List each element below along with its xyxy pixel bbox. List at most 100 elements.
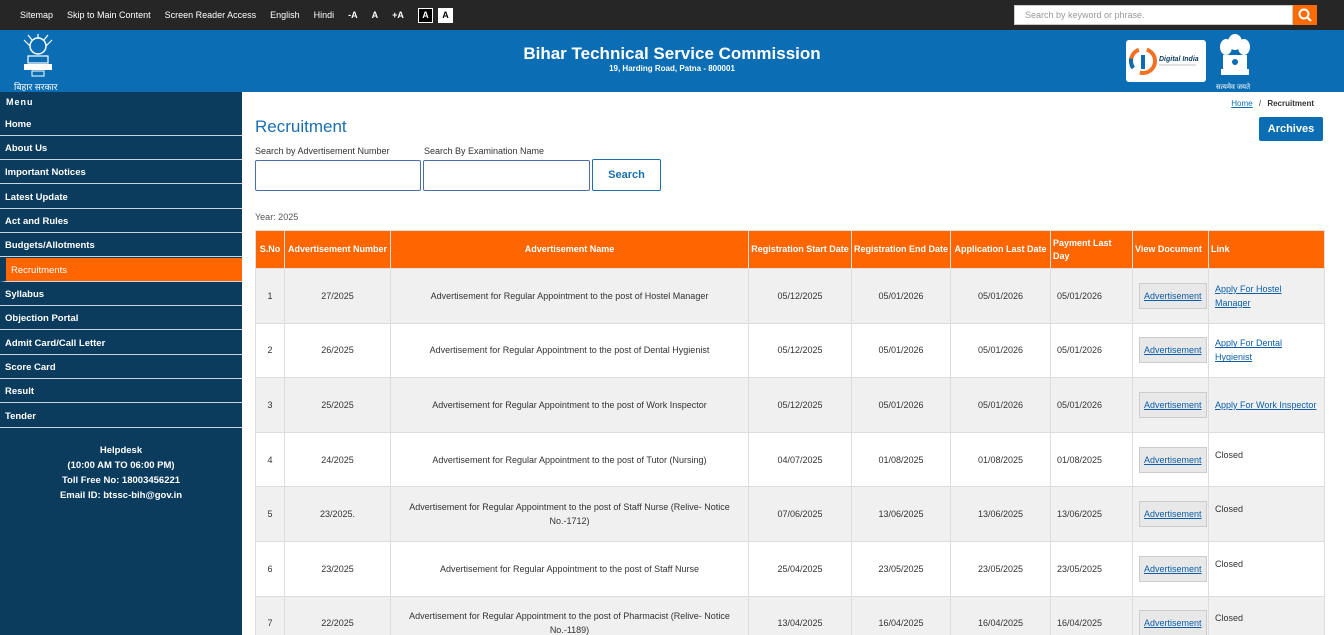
advertisement-number-input[interactable] — [255, 160, 421, 191]
font-normal-button[interactable]: A — [371, 10, 379, 20]
dark-contrast-button[interactable]: A — [417, 7, 433, 23]
site-header: बिहार सरकार Bihar Technical Service Comm… — [0, 30, 1344, 92]
view-advertisement-button[interactable]: Advertisement — [1139, 446, 1207, 473]
apply-link[interactable]: Apply For Hostel Manager — [1215, 283, 1282, 308]
cell-view-doc: Advertisement — [1132, 540, 1209, 597]
cell-view-doc: Advertisement — [1132, 268, 1209, 324]
apply-link[interactable]: Apply For Dental Hygienist — [1215, 338, 1283, 363]
cell-adv-number: 26/2025 — [284, 322, 391, 379]
view-advertisement-button[interactable]: Advertisement — [1139, 282, 1207, 309]
top-bar: Sitemap Skip to Main Content Screen Read… — [0, 0, 1344, 30]
view-advertisement-button[interactable]: Advertisement — [1139, 555, 1207, 582]
closed-status: Closed — [1215, 449, 1244, 460]
table-row: 3 25/2025 Advertisement for Regular Appoin… — [255, 377, 1325, 433]
cell-pay-last: 13/06/2025 — [1050, 486, 1133, 542]
cell-adv-number: 27/2025 — [284, 268, 391, 324]
helpdesk-info: Helpdesk (10:00 AM TO 06:00 PM) Toll Fre… — [0, 443, 242, 503]
apply-link[interactable]: Apply For Work Inspector — [1215, 399, 1317, 410]
cell-adv-name: Advertisement for Regular Appointment to… — [390, 595, 749, 635]
sitemap-link[interactable]: Sitemap — [20, 10, 54, 20]
sidebar-item-result[interactable]: Result — [0, 379, 242, 403]
cell-adv-number: 23/2025. — [284, 486, 391, 542]
font-decrease-button[interactable]: -A — [348, 10, 358, 20]
sidebar-item-syllabus[interactable]: Syllabus — [0, 282, 242, 306]
site-title: Bihar Technical Service Commission — [523, 44, 821, 63]
search-adv-label: Search by Advertisement Number — [255, 146, 390, 156]
sidebar-item-recruitments[interactable]: Recruitments — [0, 258, 242, 282]
sidebar-item-objection-portal[interactable]: Objection Portal — [0, 306, 242, 330]
hindi-link[interactable]: Hindi — [313, 10, 335, 20]
cell-adv-number: 23/2025 — [284, 540, 391, 597]
skip-to-main-link[interactable]: Skip to Main Content — [67, 10, 151, 20]
light-contrast-button[interactable]: A — [437, 7, 453, 23]
cell-view-doc: Advertisement — [1132, 486, 1209, 542]
cell-sno: 2 — [255, 322, 285, 379]
site-search-input[interactable]: Search by keyword or phrase. — [1014, 5, 1293, 25]
digital-india-logo-icon: Digital India — [1129, 47, 1199, 75]
cell-sno: 1 — [255, 268, 285, 324]
digital-india-logo[interactable]: Digital India — [1126, 40, 1206, 82]
cell-link: Closed — [1208, 540, 1325, 597]
cell-view-doc: Advertisement — [1132, 595, 1209, 635]
cell-adv-name: Advertisement for Regular Appointment to… — [390, 322, 749, 379]
table-row: 4 24/2025 Advertisement for Regular Appoin… — [255, 431, 1325, 488]
cell-pay-last: 05/01/2026 — [1050, 377, 1133, 433]
site-address: 19, Harding Road, Patna - 800001 — [609, 64, 735, 73]
cell-app-last: 05/01/2026 — [950, 322, 1051, 379]
sidebar-item-tender[interactable]: Tender — [0, 404, 242, 428]
search-button[interactable]: Search — [592, 159, 661, 191]
cell-pay-last: 16/04/2025 — [1050, 595, 1133, 635]
sidebar-item-home[interactable]: Home — [0, 112, 242, 136]
breadcrumb-home-link[interactable]: Home — [1231, 99, 1253, 108]
english-link[interactable]: English — [270, 10, 300, 20]
cell-reg-end: 05/01/2026 — [851, 322, 951, 379]
sidebar-item-important-notices[interactable]: Important Notices — [0, 160, 242, 184]
view-advertisement-button[interactable]: Advertisement — [1139, 337, 1207, 364]
sidebar-item-admit-card[interactable]: Admit Card/Call Letter — [0, 331, 242, 355]
cell-reg-start: 05/12/2025 — [748, 268, 852, 324]
bihar-sarkar-label: बिहार सरकार — [14, 82, 58, 92]
cell-pay-last: 05/01/2026 — [1050, 322, 1133, 379]
table-row: 6 23/2025 Advertisement for Regular Appoin… — [255, 540, 1325, 597]
cell-reg-end: 13/06/2025 — [851, 486, 951, 542]
search-exam-label: Search By Examination Name — [424, 146, 545, 156]
table-row: 7 22/2025 Advertisement for Regular Appoin… — [255, 595, 1325, 635]
site-search-button[interactable] — [1293, 5, 1317, 25]
cell-pay-last: 01/08/2025 — [1050, 431, 1133, 488]
font-increase-button[interactable]: +A — [392, 10, 404, 20]
cell-link: Closed — [1208, 595, 1325, 635]
cell-reg-start: 07/06/2025 — [748, 486, 852, 542]
bihar-logo-icon — [23, 34, 53, 77]
cell-view-doc: Advertisement — [1132, 322, 1209, 379]
closed-status: Closed — [1215, 504, 1244, 515]
emblem-icon — [1220, 34, 1250, 75]
cell-adv-name: Advertisement for Regular Appointment to… — [390, 268, 749, 324]
header-link: Link — [1208, 230, 1325, 269]
bihar-logo[interactable]: बिहार सरकार — [14, 34, 66, 92]
view-advertisement-button[interactable]: Advertisement — [1139, 501, 1207, 528]
archives-button[interactable]: Archives — [1259, 117, 1323, 141]
breadcrumb-current: Recruitment — [1267, 99, 1314, 108]
sidebar-item-latest-update[interactable]: Latest Update — [0, 185, 242, 209]
cell-reg-start: 25/04/2025 — [748, 540, 852, 597]
view-advertisement-button[interactable]: Advertisement — [1139, 610, 1207, 635]
cell-reg-end: 05/01/2026 — [851, 377, 951, 433]
view-advertisement-button[interactable]: Advertisement — [1139, 391, 1207, 418]
cell-sno: 6 — [255, 540, 285, 597]
cell-reg-end: 23/05/2025 — [851, 540, 951, 597]
national-emblem: सत्यमेव जयते — [1216, 33, 1254, 91]
sidebar-item-score-card[interactable]: Score Card — [0, 355, 242, 379]
sidebar-item-budgets[interactable]: Budgets/Allotments — [0, 233, 242, 257]
screen-reader-link[interactable]: Screen Reader Access — [164, 10, 257, 20]
top-links: Sitemap Skip to Main Content Screen Read… — [20, 0, 458, 30]
font-size-controls: -A A +A A A — [348, 7, 458, 23]
examination-name-input[interactable] — [423, 160, 590, 191]
sidebar-item-act-and-rules[interactable]: Act and Rules — [0, 209, 242, 233]
sidebar-item-about-us[interactable]: About Us — [0, 136, 242, 160]
helpdesk-toll-free: Toll Free No: 18003456221 — [61, 475, 181, 486]
cell-adv-number: 24/2025 — [284, 431, 391, 488]
header-app-last: Application Last Date — [950, 230, 1051, 269]
cell-adv-number: 22/2025 — [284, 595, 391, 635]
header-reg-end: Registration End Date — [851, 230, 951, 269]
header-pay-last: Payment Last Day — [1050, 230, 1133, 269]
